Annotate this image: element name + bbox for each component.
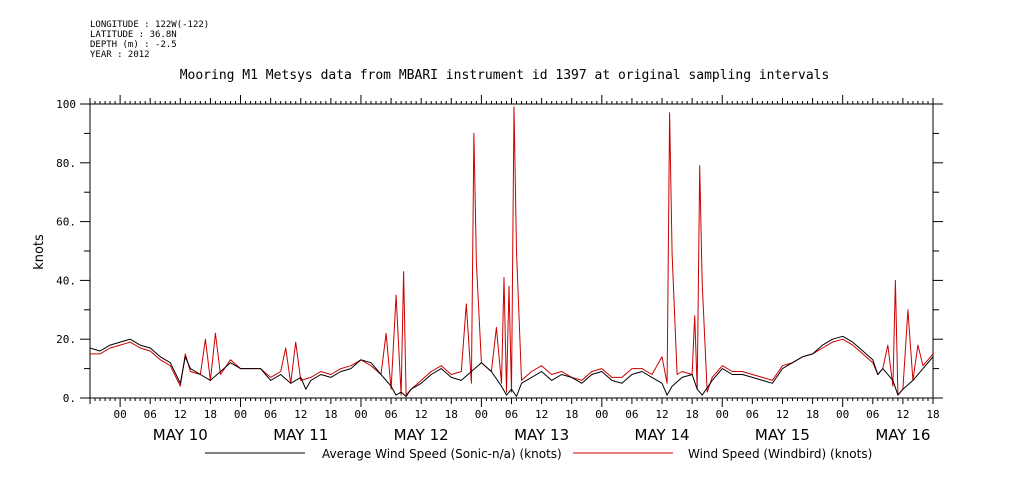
x-tick-label: 06: [746, 408, 759, 421]
x-tick-label: 06: [505, 408, 518, 421]
x-tick-label: 18: [324, 408, 337, 421]
x-tick-label: 00: [595, 408, 608, 421]
x-tick-label: 00: [716, 408, 729, 421]
x-tick-label: 18: [926, 408, 939, 421]
x-tick-label: 06: [625, 408, 638, 421]
longitude-label: LONGITUDE : 122W(-122): [90, 20, 210, 30]
y-tick-label: 100: [56, 98, 76, 111]
x-tick-label: 18: [686, 408, 699, 421]
x-tick-label: 06: [866, 408, 879, 421]
x-tick-label: 12: [655, 408, 668, 421]
latitude-label: LATITUDE : 36.8N: [90, 30, 177, 40]
x-tick-label: 00: [234, 408, 247, 421]
x-tick-label: 00: [354, 408, 367, 421]
y-tick-label: 20.: [56, 333, 76, 346]
x-tick-label: 00: [836, 408, 849, 421]
series-layer: [89, 106, 934, 397]
depth-label: DEPTH (m) : -2.5: [90, 40, 177, 50]
metadata-block: LONGITUDE : 122W(-122) LATITUDE : 36.8N …: [90, 20, 209, 60]
x-day-label: MAY 16: [875, 426, 930, 444]
year-label: YEAR : 2012: [90, 50, 150, 60]
y-tick-label: 0.: [63, 392, 76, 405]
x-tick-label: 06: [144, 408, 157, 421]
x-tick-label: 18: [204, 408, 217, 421]
x-tick-label: 12: [294, 408, 307, 421]
legend-label-windbird: Wind Speed (Windbird) (knots): [688, 447, 872, 461]
x-day-label: MAY 12: [394, 426, 449, 444]
x-day-label: MAY 10: [153, 426, 208, 444]
x-tick-label: 12: [535, 408, 548, 421]
x-tick-label: 00: [113, 408, 126, 421]
x-day-label: MAY 13: [514, 426, 569, 444]
x-tick-label: 18: [565, 408, 578, 421]
y-tick-label: 40.: [56, 274, 76, 287]
chart-title: Mooring M1 Metsys data from MBARI instru…: [179, 68, 830, 83]
x-tick-label: 12: [776, 408, 789, 421]
legend: Average Wind Speed (Sonic-n/a) (knots) W…: [205, 447, 872, 461]
x-tick-label: 00: [475, 408, 488, 421]
x-day-label: MAY 15: [755, 426, 810, 444]
x-tick-label: 06: [384, 408, 397, 421]
x-tick-label: 06: [264, 408, 277, 421]
y-tick-label: 80.: [56, 157, 76, 170]
x-tick-label: 18: [445, 408, 458, 421]
x-tick-label: 12: [896, 408, 909, 421]
axes-layer: 00 06 12 18 00 06 12 18 00 06 12 18 00 06 12 18 00 06 12 18…: [56, 95, 943, 444]
x-day-label: MAY 14: [635, 426, 690, 444]
x-tick-label: 18: [806, 408, 819, 421]
x-tick-label: 12: [415, 408, 428, 421]
series-windbird-wind-speed: [90, 106, 934, 396]
series-average-wind-speed: [89, 335, 934, 397]
x-day-label: MAY 11: [273, 426, 328, 444]
x-tick-label: 12: [174, 408, 187, 421]
y-axis-label: knots: [32, 234, 47, 270]
legend-label-average: Average Wind Speed (Sonic-n/a) (knots): [322, 447, 562, 461]
y-tick-label: 60.: [56, 216, 76, 229]
